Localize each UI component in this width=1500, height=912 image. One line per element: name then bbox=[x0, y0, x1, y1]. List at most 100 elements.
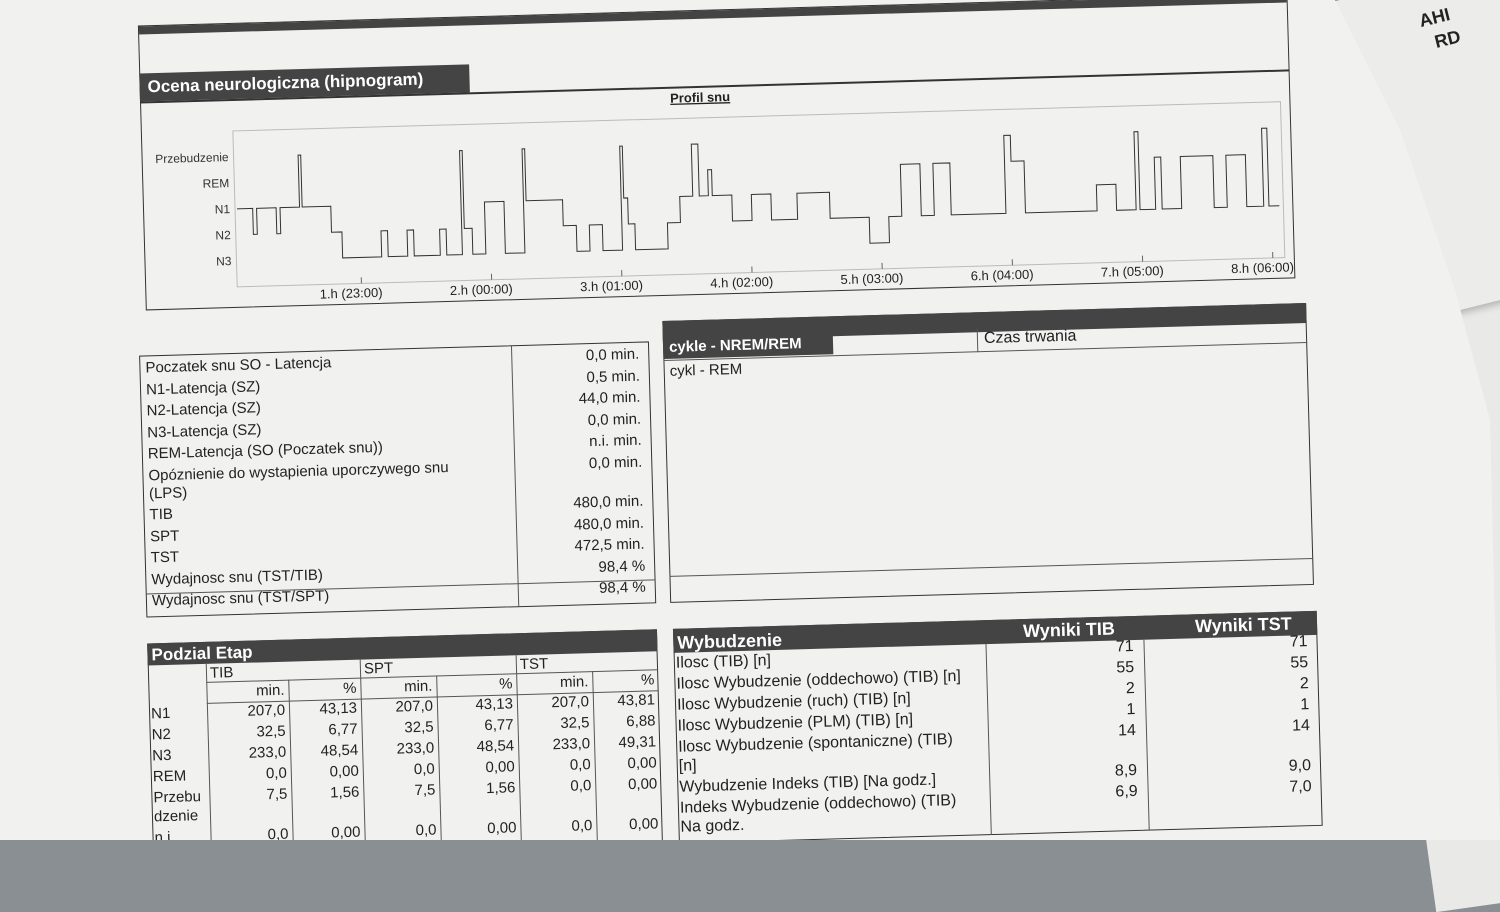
hypnogram-header-text: Ocena neurologiczna (hipnogram) bbox=[147, 70, 423, 97]
stage-cell: 0,00 bbox=[440, 819, 516, 838]
stage-unit-header: min. bbox=[206, 682, 284, 701]
x-tick-label: 3.h (01:00) bbox=[580, 278, 643, 295]
stage-row-label: N3 bbox=[152, 747, 172, 765]
stage-cell: 0,00 bbox=[594, 754, 656, 773]
stage-table-header-text: Podzial Etap bbox=[151, 643, 253, 665]
stage-cell: 207,0 bbox=[207, 702, 285, 721]
cycles-header-text: cykle - NREM/REM bbox=[669, 335, 802, 356]
stage-cell: 1,56 bbox=[439, 779, 515, 798]
arousal-row-label-cont: [n] bbox=[679, 757, 697, 775]
latency-label: N1-Latencja (SZ) bbox=[146, 378, 261, 398]
stage-cell: 0,00 bbox=[595, 775, 657, 794]
y-tick-label: N2 bbox=[215, 228, 231, 242]
x-tick-label: 4.h (02:00) bbox=[710, 274, 773, 291]
stage-unit-header: % bbox=[436, 675, 512, 694]
stage-cell: 32,5 bbox=[361, 719, 433, 738]
stage-group-header: TIB bbox=[210, 664, 234, 682]
x-tick-label: 5.h (03:00) bbox=[840, 270, 903, 287]
x-tick-label: 2.h (00:00) bbox=[450, 281, 513, 298]
stage-cell: 32,5 bbox=[207, 723, 285, 742]
hypnogram-series-line bbox=[236, 128, 1280, 261]
arousal-row-label-cont: Na godz. bbox=[680, 817, 745, 837]
stage-unit-header: min. bbox=[360, 678, 432, 697]
arousal-tib-value: 8,9 bbox=[1011, 762, 1137, 784]
stage-cell: 43,81 bbox=[593, 691, 655, 710]
y-tick-label: N1 bbox=[215, 202, 231, 216]
x-tick-label: 6.h (04:00) bbox=[970, 267, 1033, 284]
stage-cell: 207,0 bbox=[361, 698, 433, 717]
stage-cell: 0,0 bbox=[364, 822, 436, 841]
latency-label: TIB bbox=[149, 506, 173, 524]
stage-cell: 49,31 bbox=[594, 733, 656, 752]
latency-value: 0,0 min. bbox=[521, 410, 641, 430]
stage-cell: 32,5 bbox=[517, 714, 589, 733]
latency-label: N3-Latencja (SZ) bbox=[147, 421, 262, 441]
stage-cell: 0,0 bbox=[518, 756, 590, 775]
stage-cell: 1,56 bbox=[291, 784, 359, 803]
stage-row-label-cont: dzenie bbox=[154, 807, 199, 825]
stage-cell: 0,0 bbox=[210, 826, 288, 845]
stage-cell: 0,00 bbox=[439, 758, 515, 777]
stage-row-label: N1 bbox=[151, 705, 171, 723]
arousal-tib-value: 2 bbox=[1009, 680, 1135, 702]
latency-value: 44,0 min. bbox=[520, 389, 640, 409]
stage-cell: 0,00 bbox=[291, 763, 359, 782]
stage-cell: 233,0 bbox=[208, 744, 286, 763]
latency-value: n.i. min. bbox=[521, 432, 641, 452]
cycles-duration-header: Czas trwania bbox=[984, 327, 1077, 348]
stage-cell: 48,54 bbox=[438, 737, 514, 756]
latency-value: 0,0 min. bbox=[522, 453, 642, 473]
stage-cell: 0,0 bbox=[520, 817, 592, 836]
stage-row-label: N2 bbox=[151, 726, 171, 744]
stage-cell: 7,5 bbox=[209, 786, 287, 805]
stage-cell: 0,0 bbox=[363, 761, 435, 780]
stage-cell: 0,00 bbox=[596, 815, 658, 834]
latency-value: 98,4 % bbox=[525, 557, 645, 577]
latency-value: 480,0 min. bbox=[524, 514, 644, 534]
stage-group-header: TST bbox=[520, 655, 549, 673]
latency-value: 0,5 min. bbox=[520, 367, 640, 387]
chart-title: Profil snu bbox=[670, 89, 730, 106]
stage-unit-header: % bbox=[288, 680, 356, 699]
stage-cell: 48,54 bbox=[290, 742, 358, 761]
stage-cell: 0,0 bbox=[209, 765, 287, 784]
arousal-row-label: Ilosc (TIB) [n] bbox=[676, 652, 772, 673]
stage-row-label: REM bbox=[153, 768, 187, 786]
stage-row-label: Przebu bbox=[153, 788, 201, 806]
cycles-row-rem: cykl - REM bbox=[670, 361, 743, 380]
arousal-tib-value: 55 bbox=[1008, 659, 1134, 681]
stage-cell: 233,0 bbox=[518, 735, 590, 754]
latency-label: SPT bbox=[150, 527, 180, 545]
x-tick-label: 1.h (23:00) bbox=[319, 285, 382, 302]
y-tick-label: N3 bbox=[216, 254, 232, 268]
latency-value: 0,0 min. bbox=[519, 346, 639, 366]
stage-cell: 6,77 bbox=[437, 716, 513, 735]
x-tick-label: 8.h (06:00) bbox=[1231, 259, 1294, 276]
arousal-tib-value: 71 bbox=[1007, 638, 1133, 660]
latency-label: N2-Latencja (SZ) bbox=[146, 399, 261, 419]
stage-unit-header: % bbox=[592, 671, 654, 690]
stage-unit-header: min. bbox=[516, 673, 588, 692]
latency-value: 480,0 min. bbox=[523, 493, 643, 513]
stage-group-header: SPT bbox=[364, 660, 394, 678]
report-page: Ocena neurologiczna (hipnogram) Profil s… bbox=[0, 0, 1500, 840]
stage-cell: 207,0 bbox=[517, 693, 589, 712]
y-tick-label: Przebudzenie bbox=[155, 150, 229, 166]
arousal-tib-value: 1 bbox=[1009, 701, 1135, 723]
x-tick-label: 7.h (05:00) bbox=[1101, 263, 1164, 280]
latency-label: TST bbox=[151, 549, 180, 567]
stage-cell: 6,77 bbox=[289, 721, 357, 740]
stage-cell: 6,88 bbox=[593, 712, 655, 731]
corner-text-rd: RD bbox=[1433, 26, 1463, 53]
latency-value: 472,5 min. bbox=[524, 536, 644, 556]
arousal-tib-value: 6,9 bbox=[1011, 783, 1137, 805]
stage-cell: 0,0 bbox=[519, 777, 591, 796]
stage-cell: 233,0 bbox=[362, 740, 434, 759]
arousal-header-text: Wybudzenie bbox=[677, 630, 782, 654]
latency-label-cont: (LPS) bbox=[149, 484, 188, 502]
stage-cell: 7,5 bbox=[363, 782, 435, 801]
stage-cell: 43,13 bbox=[437, 695, 513, 714]
arousal-tib-value: 14 bbox=[1010, 722, 1136, 744]
stage-row-label: n.i. bbox=[154, 829, 174, 847]
